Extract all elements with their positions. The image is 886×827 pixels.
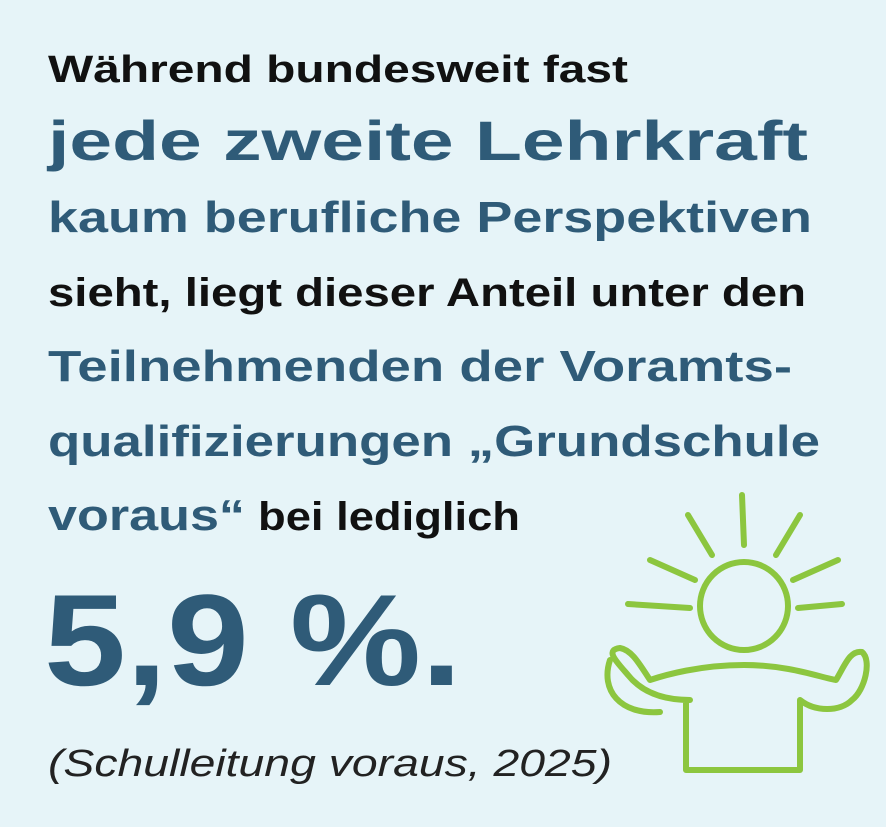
- icon-head: [697, 559, 791, 653]
- person-icon: [604, 492, 870, 773]
- text-line: Teilnehmenden der Voramts-: [48, 342, 792, 391]
- source: (Schulleitung voraus, 2025): [48, 743, 612, 785]
- text-line: kaum berufliche Perspektiven: [48, 193, 812, 242]
- icon-rays: [625, 492, 845, 611]
- text-line: Während bundesweit fast: [48, 49, 628, 91]
- text-line: qualifizierungen „Grundschule: [48, 417, 820, 466]
- icon-body: [609, 645, 870, 773]
- text-line: sieht, liegt dieser Anteil unter den: [48, 271, 806, 315]
- text-line: bei lediglich: [258, 495, 520, 539]
- text-highlight: voraus“: [48, 491, 245, 540]
- key-figure: 5,9 %.: [44, 567, 462, 713]
- text-line: jede zweite Lehrkraft: [47, 109, 808, 172]
- icon-arm: [604, 657, 663, 716]
